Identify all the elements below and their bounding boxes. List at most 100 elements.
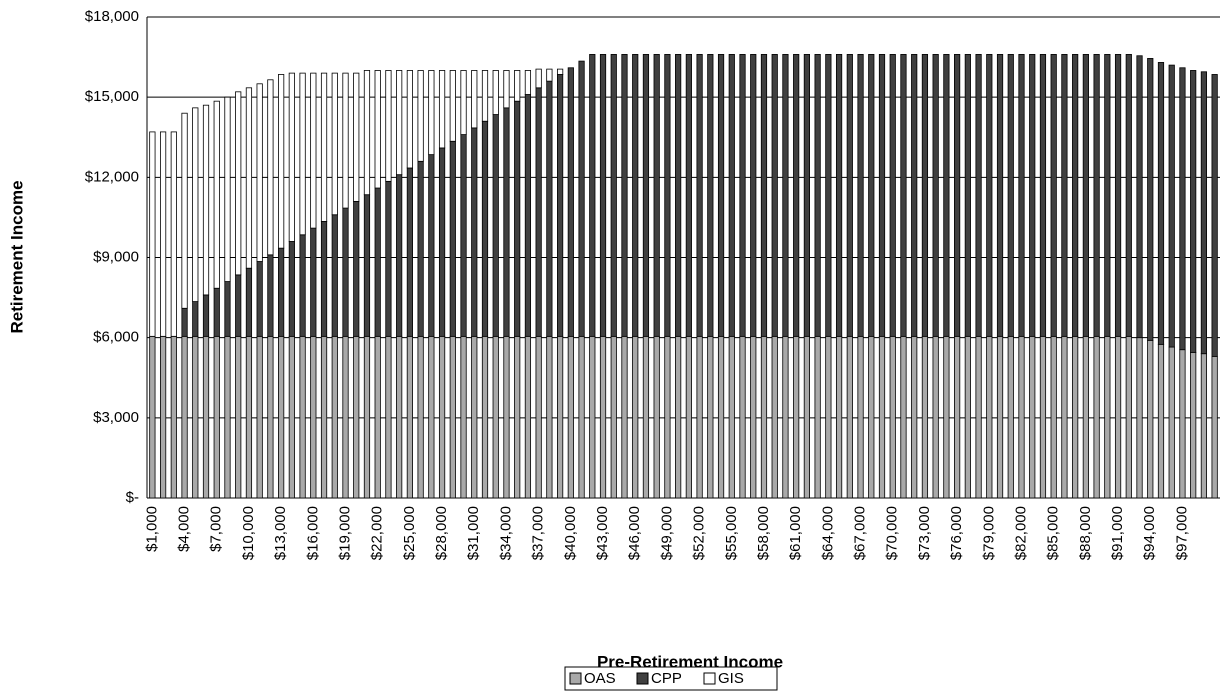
bar-segment (878, 335, 886, 499)
bar-segment (363, 70, 371, 196)
bar-segment (1093, 54, 1100, 337)
bar-segment (1114, 54, 1122, 337)
bar-segment (954, 335, 961, 499)
bar-segment (503, 107, 510, 337)
legend-box (564, 666, 778, 691)
bar-segment (846, 54, 853, 337)
bar-segment (460, 70, 467, 135)
bar-segment (524, 70, 532, 95)
y-tick-label: $- (126, 489, 139, 506)
bar-segment (921, 335, 929, 499)
bar-segment (342, 72, 349, 209)
bar-segment (911, 54, 918, 337)
bar-segment (728, 335, 735, 499)
bar-segment (868, 335, 875, 499)
bar-segment (267, 254, 274, 337)
bar-segment (1104, 335, 1111, 499)
bar-segment (557, 68, 564, 75)
bar-segment (1093, 335, 1100, 499)
bar-segment (267, 79, 274, 256)
bar-segment (986, 335, 993, 499)
bar-segment (557, 74, 564, 337)
y-tick-label: $6,000 (93, 329, 139, 346)
bar-segment (1018, 335, 1025, 499)
bar-segment (235, 91, 242, 276)
bar-segment (1179, 349, 1186, 499)
bar-segment (728, 54, 735, 337)
bar-segment (299, 234, 306, 337)
bar-segment (685, 54, 692, 337)
legend-swatch (569, 672, 582, 685)
bar-segment (642, 335, 650, 499)
x-tick-label: $91,000 (1109, 506, 1126, 560)
bar-segment (1200, 353, 1208, 499)
bar-segment (224, 96, 231, 282)
bar-segment (782, 335, 789, 499)
bar-segment (996, 54, 1004, 337)
bar-segment (428, 154, 435, 337)
bar-segment (514, 70, 521, 102)
bar-segment (793, 54, 800, 337)
bar-segment (363, 194, 371, 337)
bar-segment (1050, 54, 1057, 337)
bar-segment (1061, 54, 1068, 337)
x-tick-label: $55,000 (723, 506, 740, 560)
bar-segment (449, 70, 456, 142)
bar-segment (750, 335, 757, 499)
bar-segment (170, 335, 177, 499)
bar-segment (342, 335, 349, 499)
bar-segment (696, 54, 703, 337)
bar-segment (878, 54, 886, 337)
bar-segment (481, 335, 489, 499)
bar-segment (803, 54, 810, 337)
bar-segment (428, 335, 435, 499)
bar-segment (524, 94, 532, 337)
bar-segment (1136, 337, 1143, 499)
bar-segment (492, 114, 499, 337)
bar-segment (1136, 55, 1143, 339)
bar-segment (159, 335, 167, 499)
bar-segment (385, 70, 392, 182)
bar-segment (664, 54, 671, 337)
bar-segment (546, 68, 553, 82)
bar-segment (664, 335, 671, 499)
y-tick-label: $9,000 (93, 248, 139, 265)
x-tick-label: $49,000 (658, 506, 675, 560)
bar-segment (986, 54, 993, 337)
bar-segment (653, 335, 660, 499)
bar-segment (492, 70, 499, 115)
bar-segment (320, 221, 328, 337)
x-tick-label: $19,000 (336, 506, 353, 560)
x-tick-label: $1,000 (143, 506, 160, 552)
bar-segment (921, 54, 929, 337)
x-tick-label: $67,000 (852, 506, 869, 560)
x-tick-label: $13,000 (272, 506, 289, 560)
bar-segment (760, 335, 768, 499)
bar-segment (192, 107, 199, 302)
bar-segment (1179, 67, 1186, 351)
bar-segment (1104, 54, 1111, 337)
legend-swatch (636, 672, 649, 685)
bar-segment (932, 335, 939, 499)
bar-segment (546, 80, 553, 337)
x-tick-label: $46,000 (626, 506, 643, 560)
bar-segment (278, 335, 285, 499)
bar-segment (524, 335, 532, 499)
y-axis-title: Retirement Income (7, 180, 26, 333)
bar-segment (417, 70, 424, 162)
bar-segment (299, 72, 306, 236)
bar-segment (675, 54, 682, 337)
bar-segment (149, 131, 156, 337)
bar-segment (1007, 335, 1014, 499)
bar-segment (299, 335, 306, 499)
y-tick-label: $18,000 (85, 8, 139, 25)
bar-segment (149, 335, 156, 499)
legend-swatch (703, 672, 716, 685)
bar-segment (278, 247, 285, 337)
bar-segment (202, 104, 210, 296)
bar-segment (825, 335, 832, 499)
bar-segment (320, 72, 328, 222)
bar-segment (1147, 58, 1154, 341)
bar-segment (707, 335, 714, 499)
